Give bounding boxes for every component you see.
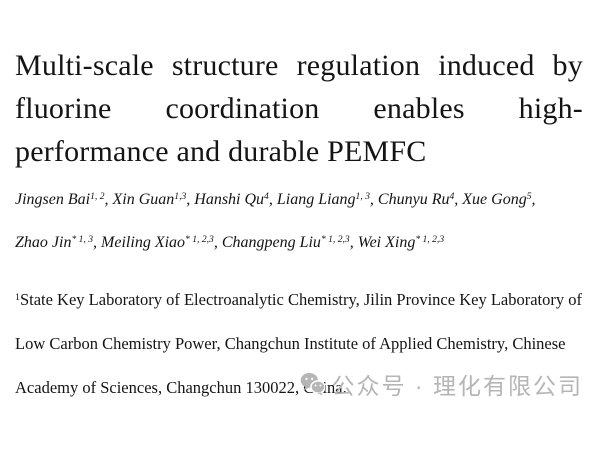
author-superscript: * 1, 2,3 [185, 233, 214, 245]
author-superscript: 4 [449, 190, 455, 202]
author-superscript: * 1, 2,3 [320, 233, 350, 245]
affiliation-line-1: 1State Key Laboratory of Electroanalytic… [15, 278, 583, 322]
author-separator: , [213, 234, 222, 251]
watermark-text: 公众号 · 理化有限公司 [331, 373, 583, 399]
author-name: Wei Xing [357, 234, 416, 251]
author-separator: , [531, 191, 536, 208]
author-name: Chunyu Ru [377, 191, 450, 208]
title-word: by [552, 49, 583, 82]
title-word: enables [373, 92, 465, 125]
author-name: Jingsen Bai [15, 191, 91, 208]
title-line-2: fluorine coordination enables high- [15, 87, 583, 130]
author-separator: , [104, 191, 113, 208]
author-superscript: * 1, 3 [71, 233, 94, 245]
author-separator: , [186, 191, 195, 208]
author-name: Xue Gong [462, 191, 527, 208]
title-line-3: performance and durable PEMFC [15, 135, 427, 168]
author-superscript: 5 [526, 190, 532, 202]
author-name: Zhao Jin [15, 234, 72, 251]
affiliation-line-3: Academy of Sciences, Changchun 130022, C… [15, 378, 347, 397]
author-separator: , [349, 234, 358, 251]
author-superscript: 1, 2 [90, 190, 105, 202]
author-superscript: * 1, 2,3 [415, 233, 445, 245]
author-name: Meiling Xiao [101, 234, 186, 251]
author-superscript: 1, 3 [355, 190, 370, 202]
title-word: structure [171, 49, 279, 82]
paper-title: Multi-scale structure regulation induced by … [15, 44, 583, 173]
title-word: Multi-scale [15, 49, 154, 82]
author-list: Jingsen Bai1, 2, Xin Guan1,3, Hanshi Qu4… [15, 178, 583, 264]
title-word: regulation [296, 49, 421, 82]
affiliation-marker: 1 [15, 291, 20, 303]
author-name: Xin Guan [112, 191, 175, 208]
author-superscript: 4 [264, 190, 269, 202]
wechat-icon [300, 373, 325, 396]
title-word: high- [518, 92, 583, 125]
author-name: Liang Liang [276, 191, 356, 208]
affiliation-block: 1State Key Laboratory of Electroanalytic… [15, 278, 583, 410]
author-name: Changpeng Liu [221, 234, 321, 251]
author-superscript: 1,3 [174, 190, 187, 202]
author-line-1: Jingsen Bai1, 2, Xin Guan1,3, Hanshi Qu4… [15, 178, 583, 221]
author-separator: , [454, 191, 463, 208]
title-word: fluorine [15, 92, 112, 125]
author-separator: , [369, 191, 378, 208]
author-name: Hanshi Qu [194, 191, 265, 208]
title-line-1: Multi-scale structure regulation induced by [15, 44, 583, 87]
affiliation-text-1: State Key Laboratory of Electroanalytic … [19, 290, 582, 309]
watermark: 公众号 · 理化有限公司 [300, 367, 583, 401]
author-line-2: Zhao Jin* 1, 3, Meiling Xiao* 1, 2,3, Ch… [15, 221, 583, 264]
affiliation-line-2: Low Carbon Chemistry Power, Changchun In… [15, 334, 566, 353]
title-word: induced [438, 49, 535, 82]
author-separator: , [93, 234, 102, 251]
title-word: coordination [165, 92, 320, 125]
author-separator: , [268, 191, 277, 208]
